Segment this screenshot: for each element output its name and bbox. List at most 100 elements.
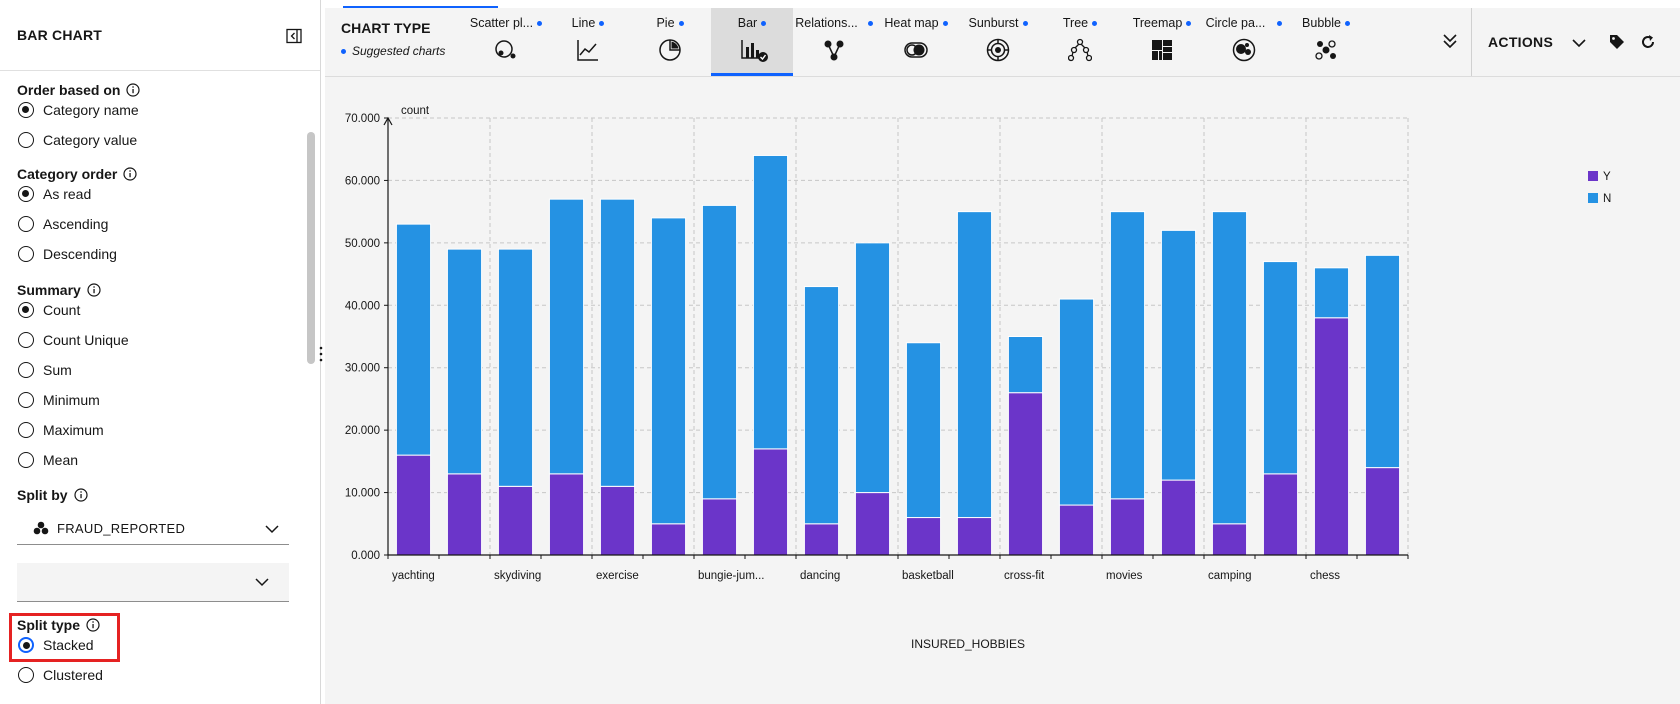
radio-descending[interactable]: Descending [18, 246, 117, 262]
info-icon[interactable] [123, 167, 137, 181]
bar-segment-y[interactable] [1262, 473, 1299, 556]
chart-type-heatmap[interactable]: Heat map [875, 8, 957, 76]
bar-segment-y[interactable] [1313, 317, 1350, 556]
info-icon[interactable] [87, 283, 101, 297]
radio-maximum[interactable]: Maximum [18, 422, 104, 438]
bar-segment-n[interactable] [1007, 336, 1044, 394]
bar-segment-y[interactable] [905, 517, 942, 556]
radio-ascending[interactable]: Ascending [18, 216, 108, 232]
bar-segment-y[interactable] [599, 485, 636, 556]
bar-segment-n[interactable] [1109, 211, 1146, 500]
double-chevron-down-icon[interactable] [1441, 32, 1459, 50]
radio-category-name[interactable]: Category name [18, 102, 139, 118]
bar-segment-y[interactable] [1058, 504, 1095, 556]
chart-type-treemap[interactable]: Treemap [1121, 8, 1203, 76]
bar-segment-n[interactable] [446, 248, 483, 475]
chart-type-pie[interactable]: Pie [629, 8, 711, 76]
chart-type-scatter[interactable]: Scatter pl... [465, 8, 547, 76]
radio-icon[interactable] [18, 332, 34, 348]
bar-segment-y[interactable] [1007, 392, 1044, 556]
chevron-down-icon[interactable] [255, 577, 269, 587]
bar-segment-n[interactable] [1262, 261, 1299, 475]
panel-scrollbar[interactable] [307, 132, 315, 364]
bar-chart[interactable]: 0.000 10.000 20.000 30.000 40.000 50.000 60.00… [325, 77, 1645, 704]
bar-segment-y[interactable] [854, 492, 891, 556]
bar-segment-y[interactable] [650, 523, 687, 556]
radio-icon[interactable] [18, 132, 34, 148]
bar-segment-n[interactable] [548, 198, 585, 475]
radio-count[interactable]: Count [18, 302, 80, 318]
actions-menu[interactable]: ACTIONS [1471, 8, 1680, 76]
radio-selected-icon[interactable] [18, 302, 34, 318]
bar-segment-n[interactable] [956, 211, 993, 519]
bar-segment-n[interactable] [1364, 254, 1401, 469]
radio-count-unique[interactable]: Count Unique [18, 332, 129, 348]
bar-segment-y[interactable] [1109, 498, 1146, 556]
bar-segment-n[interactable] [803, 286, 840, 525]
radio-sum[interactable]: Sum [18, 362, 72, 378]
bar-segment-n[interactable] [1160, 229, 1197, 481]
radio-clustered[interactable]: Clustered [18, 667, 103, 683]
secondary-split-dropdown[interactable] [17, 563, 289, 602]
radio-mean[interactable]: Mean [18, 452, 78, 468]
chart-type-bar[interactable]: Bar [711, 8, 793, 76]
legend-label-y[interactable]: Y [1603, 171, 1611, 183]
legend-swatch-y[interactable] [1588, 171, 1598, 181]
chart-bars[interactable] [395, 154, 1401, 556]
chart-type-tree[interactable]: Tree [1039, 8, 1121, 76]
bar-segment-y[interactable] [1160, 479, 1197, 556]
info-icon[interactable] [73, 488, 88, 502]
chart-type-line[interactable]: Line [547, 8, 629, 76]
collapse-panel-icon[interactable] [286, 28, 302, 44]
bar-segment-y[interactable] [446, 473, 483, 556]
chart-type-relationship[interactable]: Relations... [793, 8, 875, 76]
panel-scroll-area[interactable]: Order based on Category name Category va… [0, 72, 305, 704]
radio-category-value[interactable]: Category value [18, 132, 137, 148]
legend-label-n[interactable]: N [1603, 193, 1611, 205]
radio-icon[interactable] [18, 392, 34, 408]
bar-segment-y[interactable] [548, 473, 585, 556]
radio-selected-icon[interactable] [18, 102, 34, 118]
info-icon[interactable] [126, 83, 141, 97]
radio-icon[interactable] [18, 452, 34, 468]
bar-segment-y[interactable] [1211, 523, 1248, 556]
bar-segment-n[interactable] [1211, 211, 1248, 525]
bar-segment-y[interactable] [956, 517, 993, 556]
bar-segment-n[interactable] [650, 217, 687, 525]
chart-type-circle-packing[interactable]: Circle pa... [1203, 8, 1285, 76]
bar-segment-n[interactable] [497, 248, 534, 487]
radio-stacked[interactable]: Stacked [18, 637, 94, 653]
bar-segment-n[interactable] [1313, 267, 1350, 319]
info-icon[interactable] [86, 618, 100, 632]
radio-selected-icon[interactable] [18, 186, 34, 202]
bar-segment-n[interactable] [395, 223, 432, 456]
radio-as-read[interactable]: As read [18, 186, 91, 202]
radio-icon[interactable] [18, 667, 34, 683]
bar-segment-n[interactable] [752, 154, 789, 450]
radio-icon[interactable] [18, 246, 34, 262]
radio-selected-icon[interactable] [18, 637, 34, 653]
bar-segment-n[interactable] [854, 242, 891, 494]
bar-segment-n[interactable] [905, 342, 942, 519]
bar-segment-y[interactable] [497, 485, 534, 556]
resize-handle-icon[interactable] [318, 344, 324, 364]
bar-segment-y[interactable] [1364, 467, 1401, 556]
bar-segment-y[interactable] [752, 448, 789, 556]
bar-segment-y[interactable] [803, 523, 840, 556]
radio-icon[interactable] [18, 216, 34, 232]
bar-segment-y[interactable] [395, 454, 432, 556]
bar-segment-n[interactable] [1058, 298, 1095, 506]
radio-minimum[interactable]: Minimum [18, 392, 100, 408]
refresh-icon[interactable] [1640, 34, 1656, 50]
bar-segment-n[interactable] [701, 204, 738, 500]
bar-segment-n[interactable] [599, 198, 636, 487]
split-by-dropdown[interactable]: FRAUD_REPORTED [17, 512, 289, 545]
legend-swatch-n[interactable] [1588, 193, 1598, 203]
chevron-down-icon[interactable] [1572, 38, 1586, 48]
bar-segment-y[interactable] [701, 498, 738, 556]
radio-icon[interactable] [18, 422, 34, 438]
radio-icon[interactable] [18, 362, 34, 378]
chart-type-bubble[interactable]: Bubble [1285, 8, 1367, 76]
chart-type-sunburst[interactable]: Sunburst [957, 8, 1039, 76]
chart-legend[interactable]: YN [1588, 171, 1611, 205]
